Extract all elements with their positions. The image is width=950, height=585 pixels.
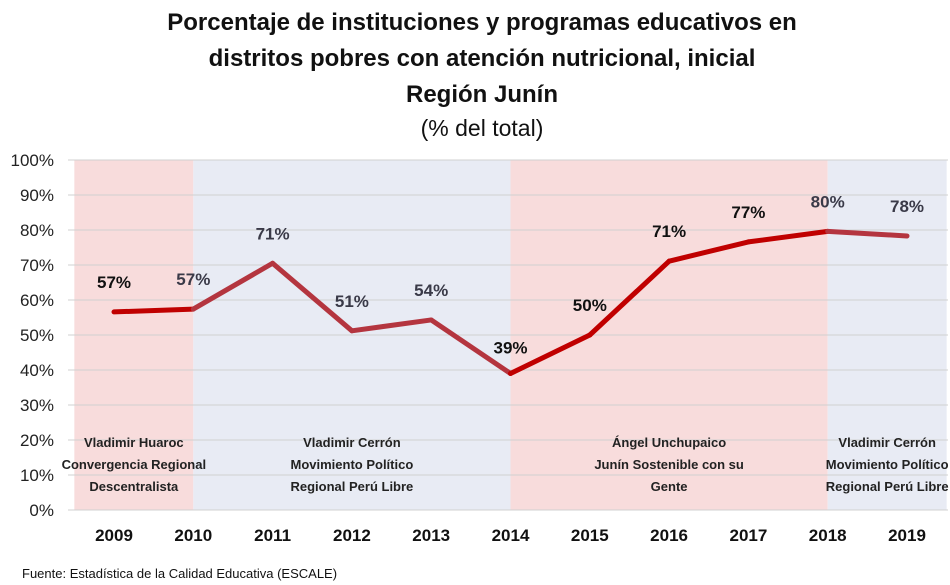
- data-label: 54%: [414, 281, 448, 300]
- data-label: 80%: [811, 192, 845, 211]
- line-segment: [270, 260, 355, 334]
- period-label: Convergencia Regional: [62, 457, 206, 472]
- data-label: 57%: [176, 270, 210, 289]
- data-label: 39%: [493, 339, 527, 358]
- x-tick-label: 2017: [729, 526, 767, 545]
- line-segment: [587, 258, 672, 338]
- data-label: 50%: [573, 296, 607, 315]
- line-segment: [666, 239, 751, 264]
- y-tick-label: 70%: [20, 256, 54, 275]
- y-tick-label: 20%: [20, 431, 54, 450]
- period-label: Movimiento Político: [826, 457, 949, 472]
- x-tick-label: 2010: [174, 526, 212, 545]
- period-label: Movimiento Político: [291, 457, 414, 472]
- y-tick-label: 40%: [20, 361, 54, 380]
- line-segment: [745, 228, 831, 245]
- x-tick-label: 2014: [492, 526, 530, 545]
- y-tick-label: 60%: [20, 291, 54, 310]
- data-label: 51%: [335, 292, 369, 311]
- y-axis-ticks: 0% 10% 20% 30% 40% 50% 60% 70% 80% 90% 100%: [11, 151, 54, 520]
- x-tick-label: 2019: [888, 526, 926, 545]
- y-tick-label: 0%: [29, 501, 54, 520]
- line-segment: [508, 332, 593, 376]
- period-label: Junín Sostenible con su: [594, 457, 744, 472]
- source-note: Fuente: Estadística de la Calidad Educat…: [22, 566, 337, 581]
- title-line: Región Junín: [406, 81, 558, 108]
- title-line: Porcentaje de instituciones y programas …: [167, 9, 797, 36]
- y-tick-label: 50%: [20, 326, 54, 345]
- data-labels: 57% 57% 71% 51% 54% 39% 50% 71% 77% 80% 78%: [97, 192, 924, 357]
- y-tick-label: 30%: [20, 396, 54, 415]
- data-label: 71%: [256, 224, 290, 243]
- y-tick-label: 90%: [20, 186, 54, 205]
- line-segment: [825, 228, 910, 239]
- x-tick-label: 2016: [650, 526, 688, 545]
- period-label: Descentralista: [89, 479, 179, 494]
- line-segment: [428, 317, 513, 376]
- data-label: 71%: [652, 222, 686, 241]
- y-tick-label: 80%: [20, 221, 54, 240]
- data-label: 57%: [97, 273, 131, 292]
- line-segment: [349, 317, 434, 334]
- data-label: 78%: [890, 197, 924, 216]
- y-tick-label: 100%: [11, 151, 54, 170]
- x-tick-label: 2012: [333, 526, 371, 545]
- period-label: Regional Perú Libre: [826, 479, 949, 494]
- x-axis-ticks: 2009 2010 2011 2012 2013 2014 2015 2016 2017 2018…: [95, 526, 926, 545]
- line-segment: [111, 306, 196, 315]
- x-tick-label: 2015: [571, 526, 609, 545]
- series-line: [111, 228, 910, 376]
- line-segment: [190, 260, 276, 312]
- chart-title: Porcentaje de instituciones y programas …: [167, 9, 797, 108]
- title-line: distritos pobres con atención nutriciona…: [209, 45, 756, 72]
- period-labels: Vladimir Huaroc Convergencia Regional Desc…: [62, 435, 949, 494]
- x-tick-label: 2018: [809, 526, 847, 545]
- x-tick-label: 2009: [95, 526, 133, 545]
- y-tick-label: 10%: [20, 466, 54, 485]
- period-label: Vladimir Cerrón: [303, 435, 401, 450]
- period-label: Ángel Unchupaico: [612, 435, 726, 450]
- chart-subtitle: (% del total): [421, 115, 544, 141]
- period-label: Gente: [651, 479, 688, 494]
- period-label: Vladimir Cerrón: [838, 435, 936, 450]
- period-label: Regional Perú Libre: [290, 479, 413, 494]
- x-tick-label: 2011: [254, 526, 291, 545]
- period-label: Vladimir Huaroc: [84, 435, 184, 450]
- x-tick-label: 2013: [412, 526, 450, 545]
- data-label: 77%: [731, 203, 765, 222]
